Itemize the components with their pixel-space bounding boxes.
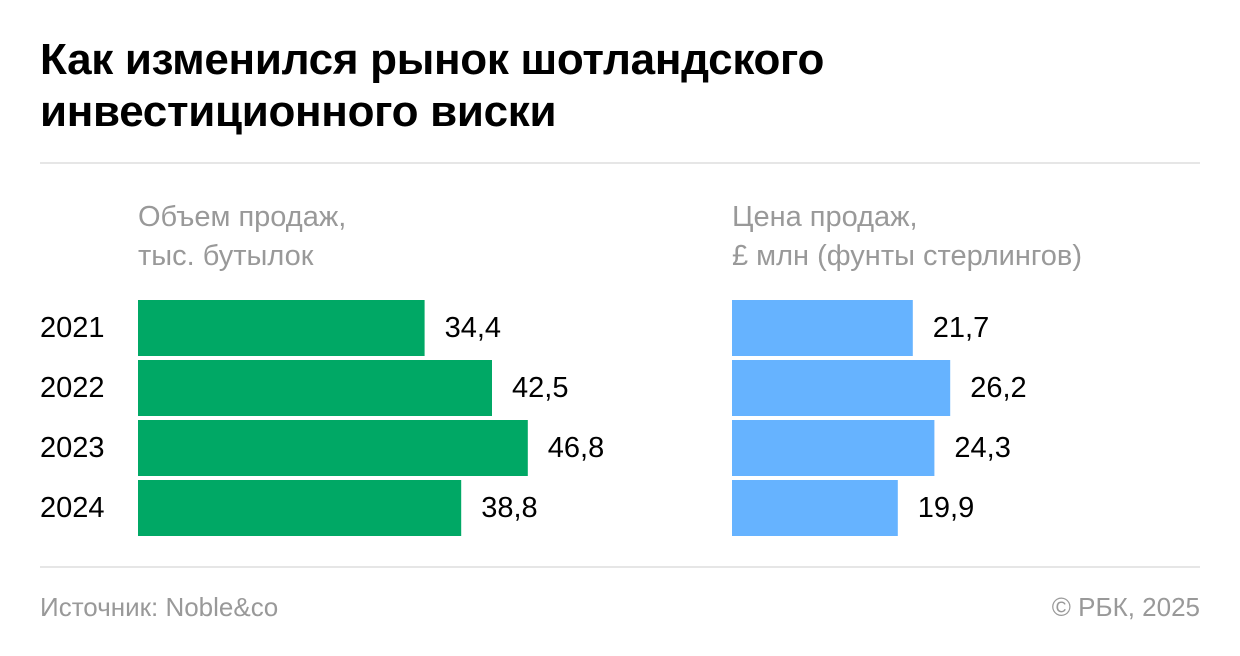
volume-bar-2024	[138, 480, 462, 536]
copyright-note: © РБК, 2025	[1051, 592, 1200, 622]
price-bar-2024	[732, 480, 898, 536]
price-chart-subtitle-line-2: £ млн (фунты стерлингов)	[732, 240, 1082, 272]
volume-value-label-2023: 46,8	[548, 432, 604, 464]
chart-title: Как изменился рынок шотландского инвести…	[40, 35, 825, 136]
price-value-label-2021: 21,7	[933, 312, 989, 344]
volume-bar-2023	[138, 420, 528, 476]
bottom-divider	[40, 566, 1200, 568]
volume-chart-subtitle-line-1: Объем продаж,	[138, 201, 346, 233]
price-chart-subtitle-line-1: Цена продаж,	[732, 201, 918, 233]
price-value-label-2022: 26,2	[970, 372, 1026, 404]
volume-bar-2021	[138, 300, 425, 356]
price-bar-2021	[732, 300, 913, 356]
source-note: Источник: Noble&co	[40, 592, 279, 622]
volume-value-label-2024: 38,8	[481, 492, 537, 524]
bar-charts: 2021 2022 2023 2024 Объем продаж, тыс. бутыло…	[40, 201, 1082, 536]
volume-value-label-2022: 42,5	[512, 372, 568, 404]
volume-value-label-2021: 34,4	[445, 312, 501, 344]
price-bar-2022	[732, 360, 951, 416]
price-value-label-2023: 24,3	[954, 432, 1010, 464]
price-value-label-2024: 19,9	[918, 492, 974, 524]
category-label-2021: 2021	[40, 312, 105, 344]
top-divider	[40, 162, 1200, 164]
volume-bar-2022	[138, 360, 492, 416]
category-label-2024: 2024	[40, 492, 105, 524]
category-label-2023: 2023	[40, 432, 105, 464]
category-label-2022: 2022	[40, 372, 105, 404]
volume-chart-subtitle-line-2: тыс. бутылок	[138, 240, 314, 272]
price-bar-2023	[732, 420, 935, 476]
